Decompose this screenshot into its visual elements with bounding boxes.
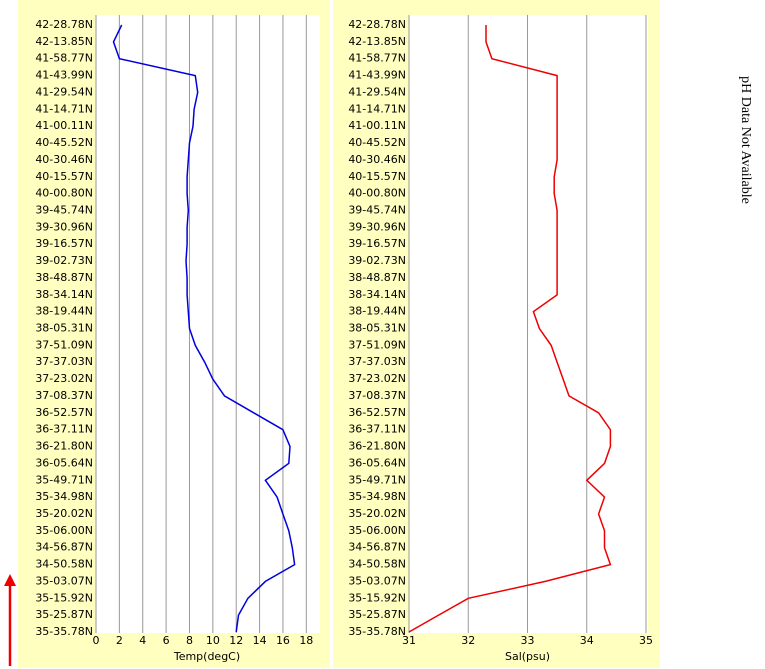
y-tick-label: 37-37.03N: [35, 355, 93, 368]
x-axis-label: Sal(psu): [505, 650, 550, 663]
x-tick-label: 14: [253, 634, 267, 647]
y-tick-label: 41-14.71N: [348, 102, 406, 115]
y-tick-label: 36-52.57N: [348, 406, 406, 419]
y-tick-label: 37-51.09N: [348, 338, 406, 351]
y-tick-label: 42-28.78N: [35, 18, 93, 31]
x-tick-label: 6: [163, 634, 170, 647]
y-tick-label: 38-34.14N: [348, 288, 406, 301]
x-axis-label: Temp(degC): [173, 650, 240, 663]
y-tick-label: 38-19.44N: [348, 305, 406, 318]
y-tick-label: 41-00.11N: [348, 119, 406, 132]
y-tick-label: 40-15.57N: [348, 170, 406, 183]
y-tick-label: 37-08.37N: [348, 389, 406, 402]
y-tick-label: 36-05.64N: [348, 456, 406, 469]
y-tick-label: 41-43.99N: [35, 69, 93, 82]
y-tick-label: 37-23.02N: [348, 372, 406, 385]
y-tick-label: 38-19.44N: [35, 305, 93, 318]
y-tick-label: 40-45.52N: [35, 136, 93, 149]
y-tick-label: 36-52.57N: [35, 406, 93, 419]
y-tick-label: 41-00.11N: [35, 119, 93, 132]
y-tick-label: 39-30.96N: [348, 220, 406, 233]
y-tick-label: 41-29.54N: [35, 85, 93, 98]
y-tick-label: 37-51.09N: [35, 338, 93, 351]
y-tick-label: 38-05.31N: [348, 322, 406, 335]
x-tick-label: 12: [229, 634, 243, 647]
y-tick-label: 40-30.46N: [35, 153, 93, 166]
x-tick-label: 16: [276, 634, 290, 647]
y-tick-label: 42-13.85N: [35, 35, 93, 48]
y-tick-label: 35-20.02N: [348, 507, 406, 520]
y-tick-label: 40-30.46N: [348, 153, 406, 166]
y-tick-label: 39-02.73N: [348, 254, 406, 267]
x-tick-label: 34: [580, 634, 594, 647]
y-tick-label: 35-34.98N: [35, 490, 93, 503]
y-tick-label: 41-29.54N: [348, 85, 406, 98]
y-tick-label: 36-37.11N: [348, 423, 406, 436]
y-tick-label: 42-13.85N: [348, 35, 406, 48]
y-tick-label: 40-00.80N: [35, 187, 93, 200]
x-tick-label: 10: [206, 634, 220, 647]
plot-area: [409, 15, 648, 633]
y-tick-label: 35-06.00N: [35, 524, 93, 537]
y-tick-label: 34-56.87N: [348, 541, 406, 554]
y-tick-label: 39-16.57N: [35, 237, 93, 250]
y-tick-label: 37-37.03N: [348, 355, 406, 368]
y-tick-label: 35-25.87N: [348, 608, 406, 621]
x-tick-label: 35: [639, 634, 653, 647]
x-tick-label: 33: [521, 634, 535, 647]
y-tick-label: 36-05.64N: [35, 456, 93, 469]
y-tick-label: 36-21.80N: [35, 440, 93, 453]
y-tick-label: 35-03.07N: [35, 574, 93, 587]
y-tick-label: 39-16.57N: [348, 237, 406, 250]
y-tick-label: 41-43.99N: [348, 69, 406, 82]
data-line: [112, 24, 296, 633]
x-tick-label: 0: [93, 634, 100, 647]
x-tick-label: 31: [402, 634, 416, 647]
y-tick-label: 35-03.07N: [348, 574, 406, 587]
y-tick-label: 34-50.58N: [35, 558, 93, 571]
y-tick-label: 35-49.71N: [35, 473, 93, 486]
y-tick-label: 40-15.57N: [35, 170, 93, 183]
x-tick-label: 18: [299, 634, 313, 647]
x-tick-label: 4: [139, 634, 146, 647]
y-tick-label: 39-45.74N: [348, 203, 406, 216]
x-tick-label: 32: [461, 634, 475, 647]
y-tick-label: 42-28.78N: [348, 18, 406, 31]
y-tick-label: 35-34.98N: [348, 490, 406, 503]
y-tick-label: 35-15.92N: [35, 591, 93, 604]
y-tick-label: 38-05.31N: [35, 322, 93, 335]
y-tick-label: 35-20.02N: [35, 507, 93, 520]
y-tick-label: 37-23.02N: [35, 372, 93, 385]
y-tick-label: 39-45.74N: [35, 203, 93, 216]
x-tick-label: 8: [186, 634, 193, 647]
y-tick-label: 38-48.87N: [348, 271, 406, 284]
y-tick-label: 35-35.78N: [348, 625, 406, 638]
y-tick-label: 35-49.71N: [348, 473, 406, 486]
y-tick-label: 41-14.71N: [35, 102, 93, 115]
y-tick-label: 37-08.37N: [35, 389, 93, 402]
side-note: pH Data Not Available: [738, 76, 753, 204]
y-tick-label: 35-06.00N: [348, 524, 406, 537]
y-tick-label: 36-37.11N: [35, 423, 93, 436]
y-tick-label: 34-50.58N: [348, 558, 406, 571]
y-tick-label: 35-15.92N: [348, 591, 406, 604]
y-tick-label: 41-58.77N: [348, 52, 406, 65]
y-tick-label: 40-45.52N: [348, 136, 406, 149]
y-tick-label: 34-56.87N: [35, 541, 93, 554]
y-tick-label: 38-34.14N: [35, 288, 93, 301]
y-tick-label: 38-48.87N: [35, 271, 93, 284]
y-tick-label: 39-02.73N: [35, 254, 93, 267]
y-tick-label: 40-00.80N: [348, 187, 406, 200]
y-tick-label: 35-25.87N: [35, 608, 93, 621]
direction-arrow: [4, 574, 16, 666]
data-line: [408, 25, 612, 633]
y-tick-label: 41-58.77N: [35, 52, 93, 65]
plot-area: [96, 15, 320, 633]
y-tick-label: 35-35.78N: [35, 625, 93, 638]
x-tick-label: 2: [116, 634, 123, 647]
y-tick-label: 36-21.80N: [348, 440, 406, 453]
y-tick-label: 39-30.96N: [35, 220, 93, 233]
